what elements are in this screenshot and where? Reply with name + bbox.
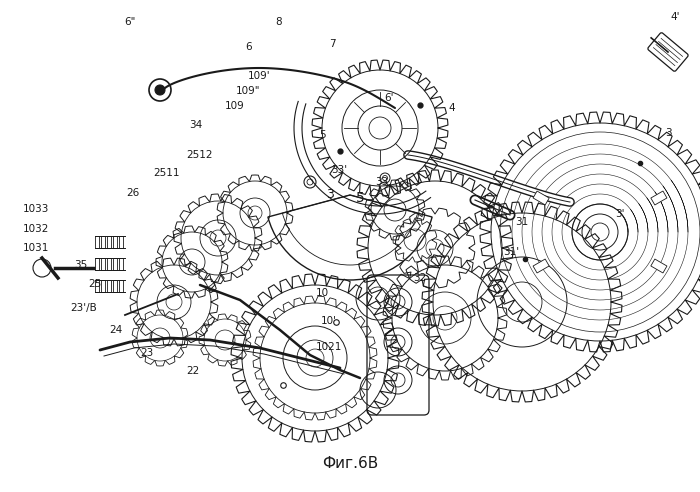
Bar — [651, 259, 667, 273]
Bar — [113, 236, 117, 248]
Circle shape — [155, 85, 165, 95]
Text: 3: 3 — [326, 188, 334, 202]
Bar — [107, 258, 111, 270]
Bar — [119, 258, 123, 270]
Text: 1032: 1032 — [23, 224, 50, 234]
Bar — [119, 280, 123, 292]
Text: 7: 7 — [329, 39, 336, 49]
Bar — [533, 259, 550, 273]
Text: 6': 6' — [384, 93, 393, 103]
Text: 2512: 2512 — [186, 150, 213, 160]
Bar — [651, 191, 667, 205]
Text: 5: 5 — [318, 130, 326, 140]
Text: 6: 6 — [245, 42, 252, 52]
Text: 10': 10' — [321, 316, 337, 326]
Text: 109: 109 — [225, 101, 244, 111]
Bar — [107, 280, 111, 292]
Bar — [533, 191, 550, 205]
Text: 6": 6" — [124, 17, 135, 27]
Text: 1021: 1021 — [316, 342, 342, 352]
Text: 4': 4' — [671, 12, 680, 22]
Text: 4: 4 — [448, 103, 455, 113]
Text: 31: 31 — [515, 217, 528, 227]
Text: 31': 31' — [503, 247, 519, 257]
Text: 1031: 1031 — [23, 244, 50, 253]
Text: 5: 5 — [356, 191, 365, 205]
Text: 109': 109' — [248, 71, 270, 81]
Text: 22: 22 — [186, 367, 199, 376]
Text: 10: 10 — [316, 288, 328, 298]
Text: 23: 23 — [141, 348, 153, 358]
Text: 3: 3 — [665, 128, 672, 138]
Text: 25: 25 — [88, 279, 101, 289]
Text: 35: 35 — [74, 260, 87, 270]
Bar — [119, 236, 123, 248]
Bar — [95, 280, 99, 292]
Text: 32: 32 — [414, 273, 426, 283]
Text: 33: 33 — [375, 177, 388, 187]
Text: 34: 34 — [190, 121, 202, 130]
Bar — [95, 258, 99, 270]
Bar — [101, 236, 105, 248]
Bar — [107, 236, 111, 248]
Text: 26: 26 — [127, 188, 139, 198]
Text: 109": 109" — [237, 86, 260, 96]
Text: 3': 3' — [615, 209, 624, 219]
Bar — [95, 236, 99, 248]
Bar — [113, 280, 117, 292]
Text: 1033: 1033 — [23, 204, 50, 214]
Text: 8: 8 — [275, 17, 282, 27]
Bar — [113, 258, 117, 270]
Text: 2511: 2511 — [153, 168, 180, 178]
Text: Фиг.6B: Фиг.6B — [322, 457, 378, 471]
Bar — [101, 258, 105, 270]
Text: 23'/B: 23'/B — [71, 303, 97, 312]
Text: 24: 24 — [109, 325, 122, 335]
Text: 33': 33' — [331, 165, 348, 175]
Bar — [101, 280, 105, 292]
